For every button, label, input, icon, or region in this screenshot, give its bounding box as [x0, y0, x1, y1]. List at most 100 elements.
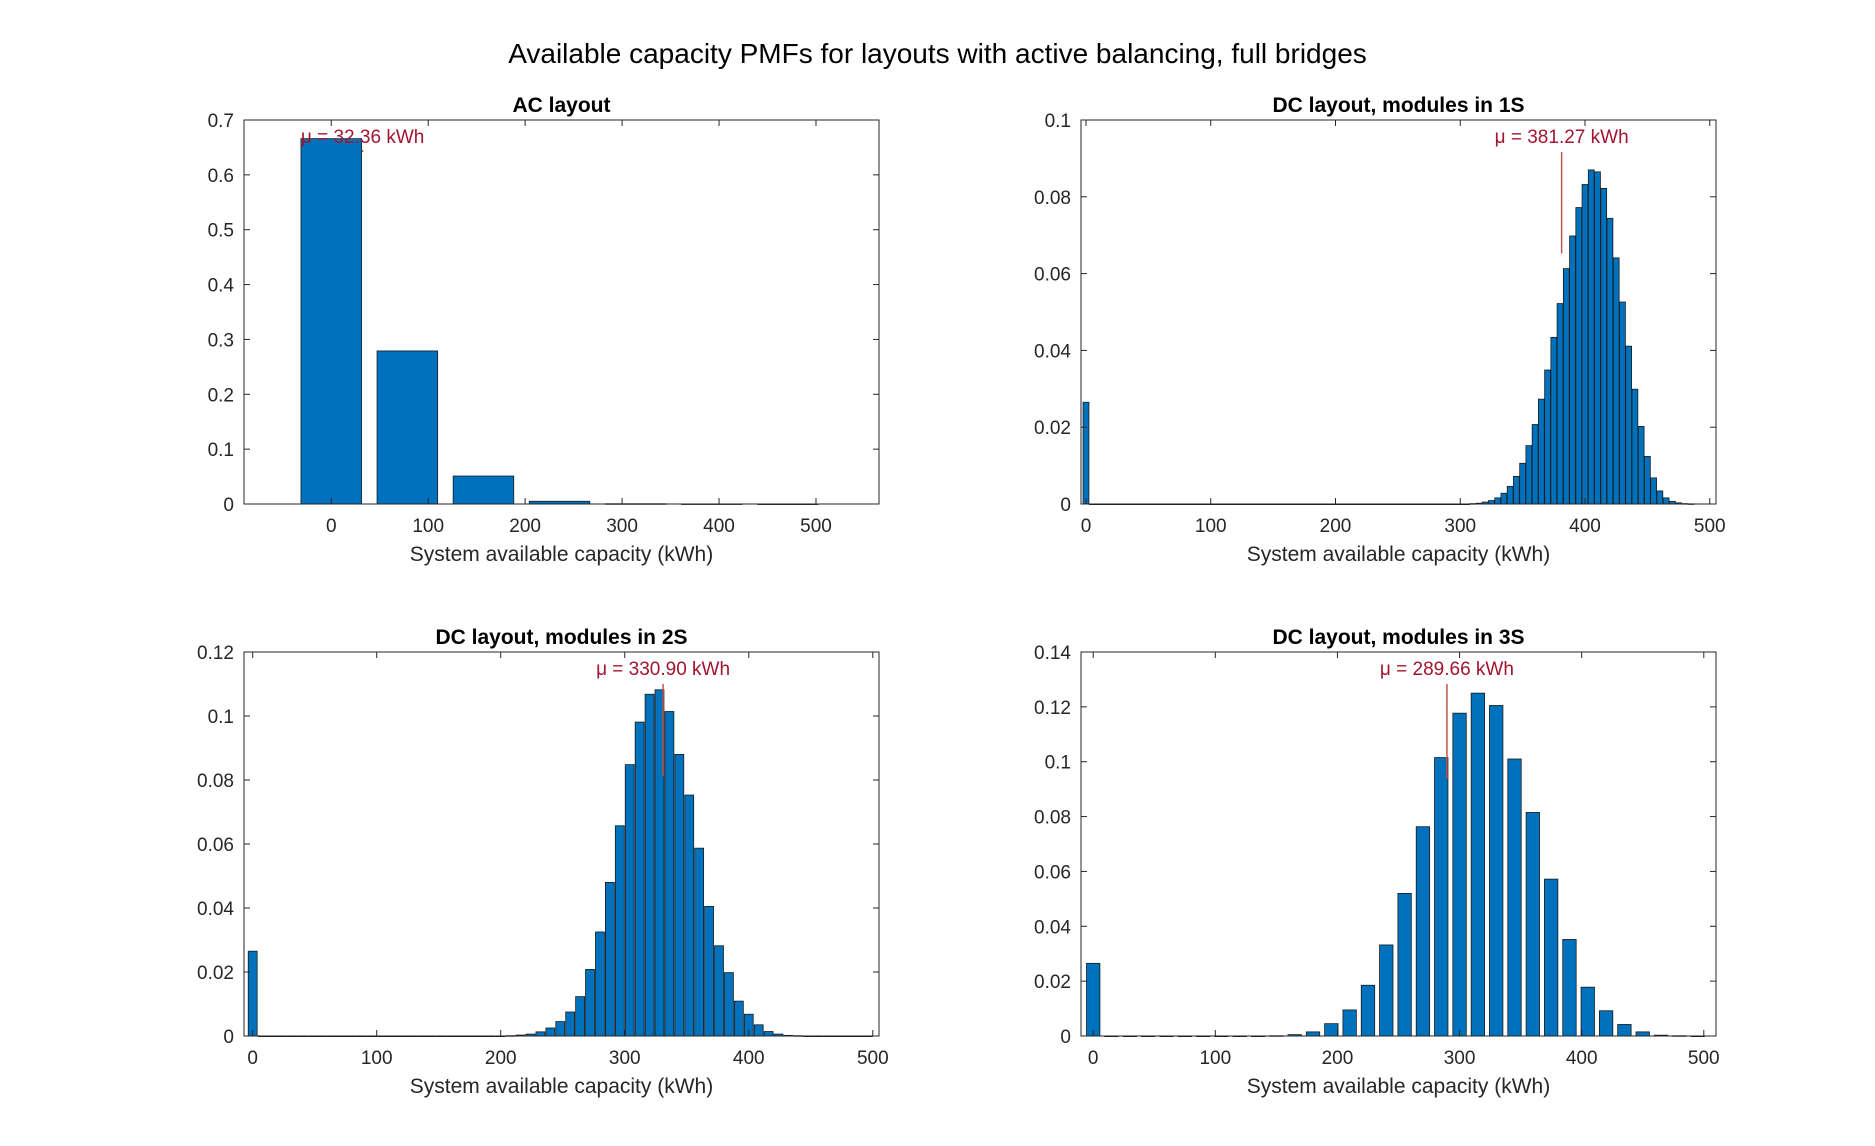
y-tick-label: 0.02: [1034, 972, 1071, 993]
y-tick-label: 0: [223, 495, 234, 516]
y-tick-label: 0.6: [208, 166, 234, 187]
x-tick-label: 100: [1195, 516, 1227, 537]
y-tick-label: 0.04: [1034, 341, 1071, 362]
y-tick-label: 0.04: [1034, 917, 1071, 938]
mean-label: μ = 381.27 kWh: [1495, 127, 1629, 148]
y-tick-label: 0.06: [197, 835, 234, 856]
bar: [1631, 388, 1639, 505]
bar: [704, 906, 714, 1037]
x-tick-label: 400: [733, 1048, 765, 1069]
y-tick-label: 0: [1060, 1027, 1071, 1048]
bar: [1662, 497, 1670, 505]
bar: [684, 794, 695, 1037]
bar: [1650, 477, 1657, 505]
x-tick-label: 500: [1688, 1048, 1720, 1069]
bar: [644, 693, 655, 1037]
x-tick-label: 400: [703, 516, 735, 537]
bar: [565, 1011, 576, 1037]
bar: [1562, 268, 1570, 505]
bar: [1606, 217, 1614, 505]
x-tick-label: 100: [412, 516, 444, 537]
subplot-3: μ = 289.66 kWh 0 100 200 300 400 500 0 0.02 0.04 0…: [1034, 626, 1720, 1098]
bar: [1470, 692, 1485, 1037]
x-tick-label: 500: [1694, 516, 1726, 537]
bar: [694, 847, 705, 1037]
x-tick-label: 300: [606, 516, 638, 537]
x-tick-label: 200: [1320, 516, 1352, 537]
bar: [1598, 1010, 1614, 1037]
bars-1: [1082, 169, 1695, 506]
x-tick-label: 200: [509, 516, 541, 537]
bar: [1415, 826, 1431, 1037]
mean-label: μ = 32.36 kWh: [301, 127, 424, 148]
bar: [1342, 1009, 1357, 1037]
y-tick-label: 0.3: [208, 330, 234, 351]
x-tick-label: 100: [1199, 1048, 1231, 1069]
subplot-1: μ = 381.27 kWh 0 100 200 300 400 500 0 0.02 0.04 0…: [1034, 94, 1726, 566]
bar: [1600, 187, 1608, 505]
bar: [1305, 1031, 1321, 1037]
bar: [733, 1000, 744, 1037]
bar: [614, 825, 625, 1037]
bar: [376, 350, 439, 505]
x-tick-label: 500: [800, 516, 832, 537]
bar: [247, 950, 258, 1037]
bar: [1544, 878, 1559, 1037]
bar: [1452, 712, 1467, 1037]
axes-box: [1080, 119, 1717, 505]
bars-3: [1086, 692, 1705, 1038]
y-tick-label: 0.4: [208, 276, 235, 297]
x-tick-label: 200: [1322, 1048, 1354, 1069]
bar: [1324, 1023, 1339, 1037]
y-tick-label: 0.7: [208, 111, 234, 132]
x-tick-label: 400: [1569, 516, 1601, 537]
bar: [1617, 1024, 1632, 1037]
y-tick-label: 0: [1060, 495, 1071, 516]
x-axis-label: System available capacity (kWh): [410, 1075, 713, 1098]
bar: [1513, 475, 1520, 505]
bar: [1635, 1031, 1650, 1037]
bar: [1379, 944, 1394, 1037]
bar: [1538, 398, 1545, 505]
bar: [1644, 455, 1651, 505]
bar: [1082, 401, 1090, 505]
bar: [1580, 986, 1595, 1037]
x-axis-label: System available capacity (kWh): [1247, 543, 1550, 566]
bar: [714, 945, 724, 1037]
bar: [624, 764, 635, 1037]
y-tick-label: 0.5: [208, 221, 234, 242]
bar: [1544, 369, 1551, 505]
bar: [585, 969, 595, 1037]
y-tick-label: 0.12: [197, 643, 234, 664]
x-tick-label: 300: [609, 1048, 641, 1069]
bar: [1489, 705, 1504, 1037]
y-tick-label: 0.1: [1045, 111, 1071, 132]
mean-label: μ = 289.66 kWh: [1380, 659, 1514, 680]
subplot-0: μ = 32.36 kWh 0 100 200 300 400 500 0 0.1 0.2 0.3 0…: [208, 94, 880, 566]
bar: [1575, 207, 1583, 505]
y-tick-label: 0.08: [197, 771, 234, 792]
bar: [605, 882, 615, 1037]
y-tick-label: 0.1: [1045, 753, 1071, 774]
x-axis-label: System available capacity (kWh): [410, 543, 713, 566]
bar: [545, 1027, 556, 1037]
x-tick-label: 100: [361, 1048, 393, 1069]
bar: [1525, 812, 1540, 1037]
axes-box: [243, 651, 880, 1037]
y-tick-label: 0.06: [1034, 862, 1071, 883]
bar: [1086, 962, 1101, 1037]
subplot-2: μ = 330.90 kWh 0 100 200 300 400 500 0 0.02 0.04 0…: [197, 626, 889, 1098]
x-axis-label: System available capacity (kWh): [1247, 1075, 1550, 1098]
bar: [1625, 345, 1633, 505]
bar: [1397, 892, 1412, 1037]
bar: [1569, 235, 1576, 505]
x-tick-label: 300: [1444, 516, 1476, 537]
bar: [634, 721, 645, 1037]
bar: [763, 1031, 774, 1037]
y-tick-label: 0.12: [1034, 698, 1071, 719]
bar: [1488, 500, 1495, 505]
y-tick-label: 0.02: [1034, 418, 1071, 439]
bars-0: [300, 138, 819, 505]
bar: [595, 931, 605, 1037]
